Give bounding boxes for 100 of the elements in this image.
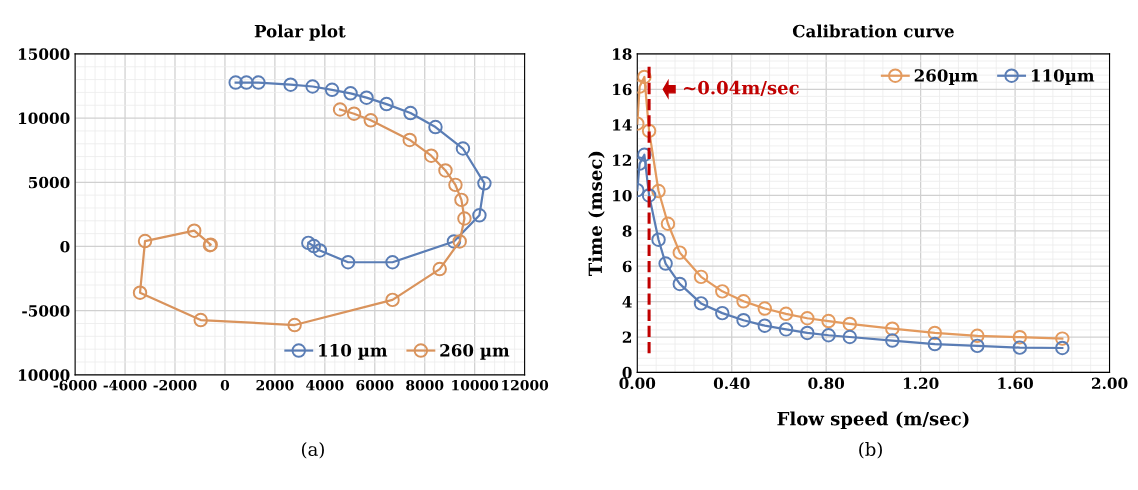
x-tick-label: 0 [220, 379, 230, 391]
point [641, 188, 657, 203]
y-tick-label: -5000 [22, 305, 70, 317]
y-tick-label: 6 [622, 260, 632, 273]
point [343, 86, 358, 101]
point [385, 292, 400, 308]
legend-label: 110 µm [319, 344, 388, 360]
point [778, 306, 794, 322]
point [842, 329, 858, 345]
point [651, 232, 666, 247]
y-axis-title: Time (msec) [588, 151, 605, 276]
point [132, 285, 148, 300]
point [454, 192, 469, 208]
y-tick-label: 4 [622, 296, 632, 308]
legend-label: 110µm [1031, 69, 1095, 86]
point [693, 269, 709, 285]
point [715, 305, 730, 321]
ref-line-label: ~0.04m/sec [684, 80, 799, 96]
point [137, 233, 153, 249]
point [312, 243, 328, 258]
legend-label: 260 µm [440, 344, 510, 360]
point [359, 90, 374, 105]
y-tick-label: 12 [613, 154, 632, 166]
point [693, 296, 709, 311]
point [424, 148, 439, 163]
point [385, 255, 400, 270]
y-tick-label: 0 [60, 240, 70, 253]
point [885, 333, 900, 348]
point [970, 338, 985, 354]
x-tick-label: -2000 [153, 379, 197, 391]
x-tick-label: -4000 [103, 379, 147, 391]
point [251, 75, 266, 90]
point [402, 132, 417, 148]
x-tick-label: 2.00 [1091, 377, 1128, 390]
y-tick-label: 8 [622, 225, 632, 237]
chart-title: Polar plot [254, 24, 346, 41]
point [800, 311, 815, 326]
y-tick-label: 10000 [18, 369, 70, 381]
point [778, 322, 794, 337]
point [428, 119, 443, 135]
legend-label: 260µm [914, 69, 978, 86]
x-tick-label: 12000 [502, 379, 549, 391]
point [821, 313, 836, 329]
point [455, 141, 471, 156]
point [651, 183, 666, 199]
point [641, 123, 657, 139]
point [346, 106, 362, 121]
point [452, 234, 467, 249]
x-tick-label: 1.20 [903, 377, 939, 390]
point [970, 328, 985, 343]
point [1055, 331, 1070, 346]
point [927, 325, 943, 341]
point [446, 234, 462, 249]
point [1055, 340, 1070, 356]
point [228, 75, 243, 90]
x-tick-label: 0.80 [808, 377, 845, 390]
point [340, 255, 356, 270]
point [438, 163, 453, 178]
x-tick-label: 2000 [256, 379, 294, 391]
x-tick-label: 0.40 [713, 377, 750, 390]
point [660, 216, 676, 231]
y-tick-label: 15000 [18, 48, 70, 60]
point [736, 312, 751, 328]
point [363, 113, 379, 128]
y-tick-label: 5000 [28, 176, 70, 189]
point [736, 294, 751, 309]
point [637, 147, 652, 162]
point [927, 336, 943, 352]
point [239, 75, 254, 90]
point [672, 245, 687, 260]
point [715, 284, 730, 299]
point [1012, 340, 1028, 355]
text: (b) [859, 442, 882, 459]
point [885, 321, 900, 336]
point [305, 79, 320, 94]
point [332, 102, 348, 117]
point [477, 176, 492, 191]
point [842, 316, 858, 332]
point [432, 261, 447, 277]
point [448, 177, 463, 193]
point [757, 318, 773, 333]
x-tick-label: 0.00 [619, 377, 656, 390]
y-tick-label: 18 [613, 48, 632, 60]
point [283, 77, 298, 92]
point [193, 312, 208, 328]
x-tick-label: 10000 [452, 379, 499, 391]
y-tick-label: 10000 [18, 112, 70, 125]
point [637, 69, 652, 85]
point [306, 238, 322, 254]
point [301, 235, 316, 251]
x-tick-label: -6000 [53, 379, 97, 391]
x-tick-label: 1.60 [998, 377, 1033, 390]
y-tick-label: 16 [613, 83, 632, 96]
text: (a) [301, 442, 324, 459]
point [472, 208, 487, 223]
x-tick-label: 4000 [306, 379, 344, 391]
x-tick-label: 8000 [406, 379, 444, 391]
x-axis-title: Flow speed (m/sec) [777, 411, 969, 429]
point [287, 317, 302, 333]
y-tick-label: 2 [622, 331, 632, 343]
